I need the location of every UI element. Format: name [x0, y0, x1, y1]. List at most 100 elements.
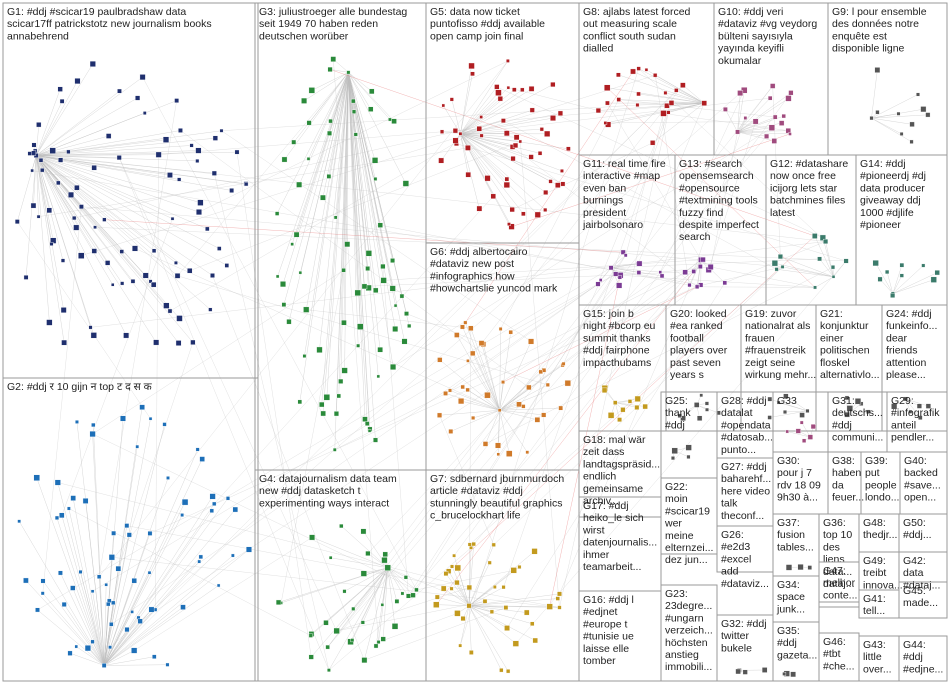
node [595, 281, 601, 287]
node [361, 657, 368, 664]
node [807, 565, 813, 570]
edge [104, 549, 250, 666]
node [877, 276, 883, 282]
edge [303, 72, 349, 102]
edge [42, 593, 105, 666]
group-label-line: pour j 7 [777, 467, 812, 479]
edge [460, 128, 542, 135]
node [74, 78, 81, 85]
edge [348, 72, 376, 161]
group-label-line: G28: #ddj [721, 395, 767, 407]
edge [442, 131, 461, 135]
group-label-line: G34: [777, 579, 800, 591]
node [212, 135, 218, 141]
group-label-line: wirkung mehr... [744, 369, 816, 381]
group-label-line: da [832, 479, 844, 491]
node [479, 133, 484, 138]
group-label-line: teamarbeit... [583, 561, 641, 573]
edge [785, 396, 808, 412]
edge [198, 60, 508, 213]
node [286, 319, 292, 325]
node [338, 378, 344, 384]
group-label-line: #e2d3 [721, 541, 750, 553]
node [918, 415, 923, 420]
node [471, 415, 476, 420]
group-label-line: impacthubams [583, 357, 651, 369]
group-label-line: despite imperfect [679, 219, 759, 231]
node [323, 394, 331, 401]
group-label-line: G50: [903, 517, 926, 529]
group-label-line: pendler... [891, 432, 934, 444]
edge [348, 72, 395, 122]
node [537, 151, 543, 156]
node [504, 625, 510, 631]
edge [278, 567, 388, 603]
node [777, 254, 783, 260]
node [503, 130, 510, 137]
node [49, 242, 54, 246]
node [636, 66, 641, 71]
node [663, 90, 668, 95]
edge [499, 404, 520, 411]
edge [512, 146, 698, 288]
edge [461, 400, 500, 411]
edge [462, 71, 634, 328]
group-label-line: datalat [721, 407, 753, 419]
node [293, 231, 300, 238]
edge [467, 360, 500, 411]
group-label-line: #tunisie ue [583, 631, 634, 643]
group-label-line: G32: #ddj [721, 618, 767, 630]
edge [665, 92, 705, 104]
node [36, 214, 41, 219]
node [341, 319, 347, 326]
edge [36, 155, 155, 251]
edge [847, 411, 869, 415]
edge [319, 72, 349, 350]
group-label-line: baharehf... [721, 473, 771, 485]
node [333, 627, 340, 635]
group-label-line: football [670, 332, 704, 344]
edge [380, 224, 698, 288]
node [869, 116, 874, 121]
group-g49: G49:treibtinnova... [858, 551, 903, 591]
node [336, 393, 342, 399]
edge [737, 93, 741, 132]
node [541, 412, 547, 418]
group-label-line: #ea ranked [670, 320, 723, 332]
node [925, 403, 932, 409]
node [70, 495, 76, 501]
edge [134, 248, 500, 411]
node [91, 165, 97, 171]
group-label-line: G1: #ddj #scicar19 paulbradshaw data [7, 6, 186, 18]
group-label-line: des données notre [832, 18, 919, 30]
edge [460, 133, 546, 211]
edge [98, 576, 105, 666]
node [327, 66, 333, 73]
edge [787, 431, 811, 438]
edge [559, 112, 669, 608]
edge [460, 133, 480, 209]
edge [387, 567, 414, 596]
node [195, 447, 200, 452]
edge [772, 85, 781, 257]
node [538, 369, 543, 375]
node [891, 403, 898, 410]
group-label-line: years s [670, 369, 704, 381]
group-box [660, 477, 718, 555]
edge [638, 93, 705, 104]
group-label-line: G26: [721, 529, 744, 541]
group-label-line: londo... [865, 492, 899, 504]
node [392, 326, 399, 332]
edge [282, 72, 349, 285]
node [389, 285, 396, 292]
edge [103, 458, 203, 666]
edge [335, 72, 349, 218]
edge [892, 272, 938, 294]
edge [36, 155, 136, 249]
group-g45: G45:made... [898, 581, 948, 619]
group-label-line: melhor [823, 577, 856, 589]
edge [737, 131, 775, 142]
node [785, 127, 791, 134]
edge [57, 482, 470, 588]
